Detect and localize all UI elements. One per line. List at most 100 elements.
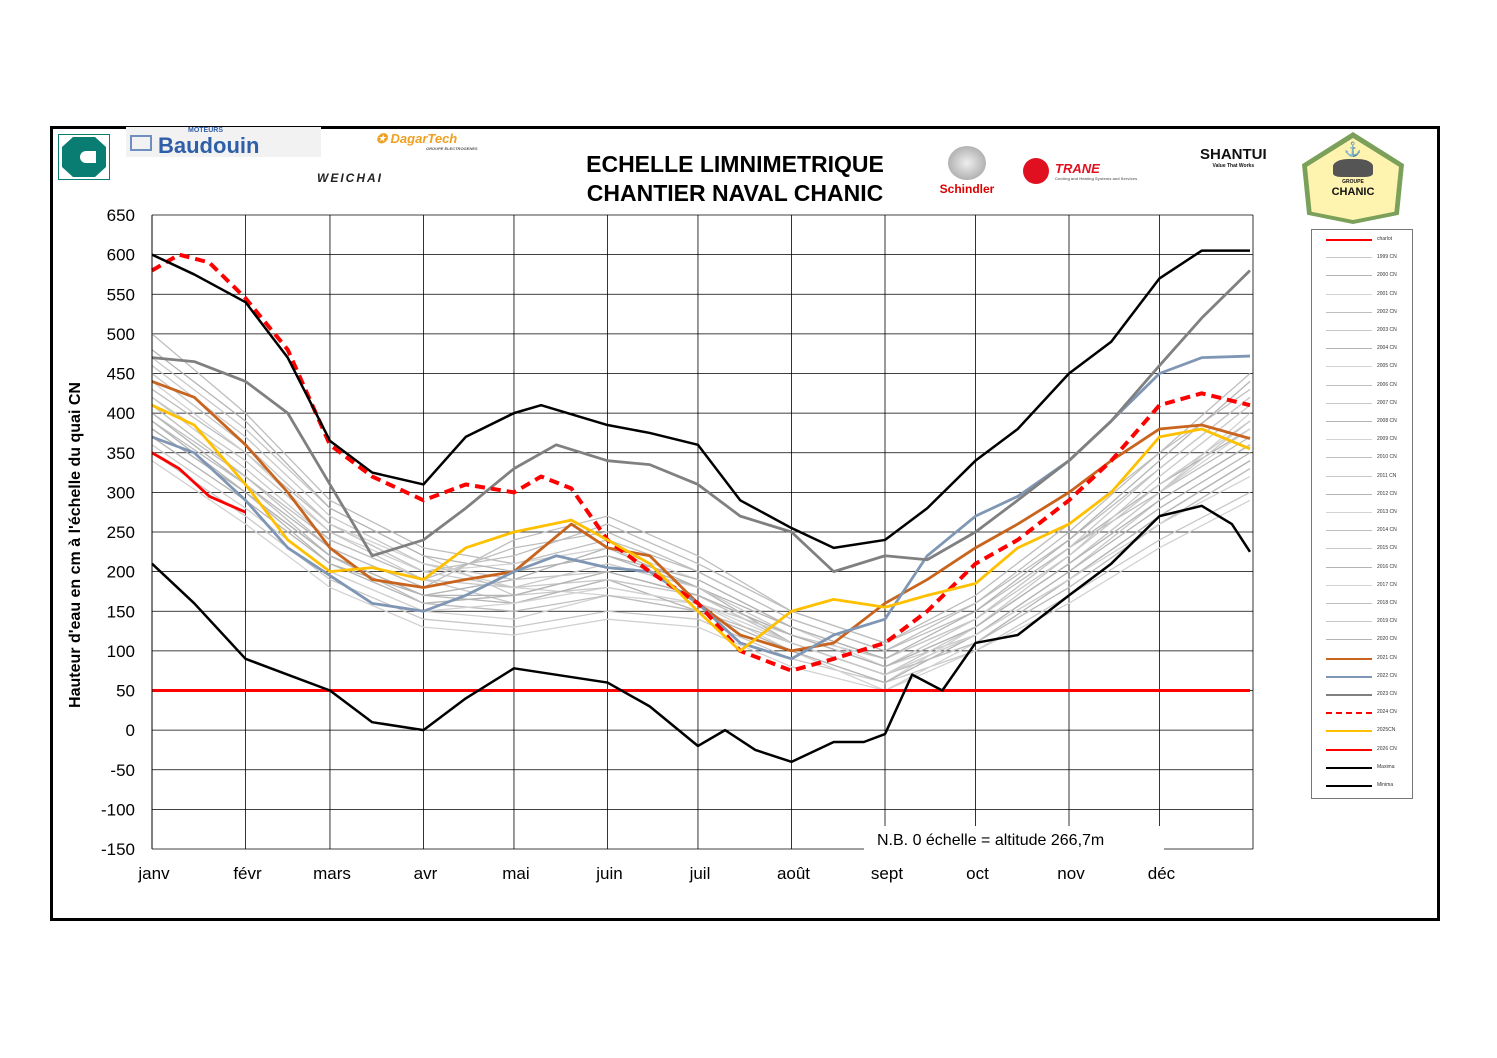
series-line-2008-cn [151, 420, 1251, 676]
legend-swatch [1326, 639, 1372, 641]
series-line-2024-cn [150, 252, 1251, 673]
legend-item: 2002 CN [1326, 308, 1411, 318]
legend-swatch [1326, 439, 1372, 441]
legend-label: 2010 CN [1377, 454, 1397, 461]
trane-emblem-icon [1023, 158, 1049, 184]
series-line-2013-cn [151, 380, 1251, 668]
legend-item: 2025CN [1326, 726, 1411, 736]
trane-logo: TRANE Cooling and Heating Systems and Se… [1023, 158, 1137, 184]
legend-label: 2001 CN [1377, 290, 1397, 297]
legend-label: 2018 CN [1377, 600, 1397, 606]
series-line-2014-cn [151, 420, 1251, 676]
legend-swatch [1326, 512, 1372, 513]
legend-item: 2026 CN [1326, 745, 1411, 755]
legend-label: 2015 CN [1377, 545, 1397, 552]
legend-label: 2024 CN [1377, 709, 1397, 716]
y-tick-label: 650 [107, 206, 135, 225]
x-tick-label: avr [414, 864, 438, 883]
y-tick-label: 550 [107, 285, 135, 304]
legend-label: 2009 CN [1377, 436, 1397, 443]
legend-swatch [1326, 384, 1372, 386]
shantui-logo: SHANTUI Value That Works [1200, 146, 1267, 169]
legend-swatch [1326, 766, 1372, 769]
x-tick-label: nov [1057, 864, 1085, 883]
y-tick-label: 50 [116, 682, 135, 701]
legend-label: 2019 CN [1377, 618, 1397, 625]
legend-item: 2011 CN [1326, 472, 1411, 482]
legend-swatch [1326, 657, 1372, 660]
legend-item: 2004 CN [1326, 344, 1411, 354]
series-line-2020-cn [151, 428, 1251, 668]
legend-item: charlot [1326, 235, 1411, 245]
legend-swatch [1326, 584, 1372, 586]
legend-swatch [1326, 675, 1372, 678]
legend-item: 2000 CN [1326, 271, 1411, 281]
series-line-2019-cn [151, 372, 1251, 676]
legend-label: 2013 CN [1377, 509, 1397, 515]
legend-swatch [1326, 457, 1372, 459]
weichai-logo: WEICHAI [317, 171, 383, 185]
legend-swatch [1326, 311, 1372, 313]
x-tick-label: déc [1148, 864, 1176, 883]
series-line-maxima [151, 249, 1250, 550]
legend-swatch [1326, 239, 1372, 241]
y-tick-label: -100 [101, 800, 135, 819]
legend-item: 2021 CN [1326, 654, 1411, 664]
legend-label: 2004 CN [1377, 345, 1397, 352]
legend-label: charlot [1377, 236, 1393, 242]
legend-label: 2021 CN [1377, 654, 1397, 661]
legend-item: 2009 CN [1326, 435, 1411, 445]
legend-item: 2006 CN [1326, 381, 1411, 391]
x-tick-label: janv [137, 864, 170, 883]
y-tick-label: 100 [107, 642, 135, 661]
legend-swatch [1326, 402, 1372, 404]
legend-label: 2022 CN [1377, 672, 1397, 679]
legend-item: 2013 CN [1326, 508, 1411, 518]
legend-item: Minima [1326, 781, 1411, 791]
x-tick-label: mai [502, 864, 529, 883]
legend-swatch [1326, 548, 1372, 550]
x-tick-label: oct [966, 864, 989, 883]
legend-item: 2015 CN [1326, 544, 1411, 554]
legend-label: Minima [1377, 782, 1394, 788]
series-line-2015-cn [151, 396, 1251, 668]
legend-item: 1999 CN [1326, 253, 1411, 263]
baudouin-logo: MOTEURS Baudouin [126, 127, 321, 157]
legend-swatch [1326, 712, 1372, 715]
legend-swatch [1326, 293, 1372, 295]
chart-frame [50, 126, 1440, 921]
annotation-text: N.B. 0 échelle = altitude 266,7m [877, 832, 1104, 849]
legend-label: 2016 CN [1377, 563, 1397, 570]
legend-label: 2008 CN [1377, 418, 1397, 424]
series-line-2026-cn [151, 451, 247, 514]
legend-swatch [1326, 530, 1372, 532]
series-line-2025cn [151, 403, 1251, 653]
elephant-icon [1333, 159, 1373, 177]
series-line-2021-cn [151, 380, 1251, 653]
legend-item: 2022 CN [1326, 672, 1411, 682]
dagartech-gear-icon: ✪ [376, 131, 387, 146]
legend-label: 2017 CN [1377, 581, 1397, 588]
legend-label: 1999 CN [1377, 254, 1397, 261]
legend-item: 2001 CN [1326, 290, 1411, 300]
chanic-c-logo [58, 134, 110, 180]
trane-text-block: TRANE Cooling and Heating Systems and Se… [1055, 160, 1138, 181]
dagartech-logo: ✪ DagarTech GROUPE ELECTROGENES [376, 131, 478, 151]
y-tick-label: 250 [107, 523, 135, 542]
legend-item: 2020 CN [1326, 635, 1411, 645]
legend-swatch [1326, 694, 1372, 696]
y-tick-label: 0 [126, 721, 135, 740]
y-tick-label: -150 [101, 840, 135, 859]
legend-swatch [1326, 475, 1372, 477]
chart-title: ECHELLE LIMNIMETRIQUE CHANTIER NAVAL CHAN… [586, 151, 884, 206]
legend-item: 2023 CN [1326, 690, 1411, 700]
legend-label: 2011 CN [1377, 472, 1397, 479]
x-tick-label: févr [233, 864, 262, 883]
legend-label: 2003 CN [1377, 327, 1397, 333]
legend-swatch [1326, 785, 1372, 787]
legend-swatch [1326, 348, 1372, 350]
legend-label: 2005 CN [1377, 363, 1397, 370]
y-tick-label: 350 [107, 444, 135, 463]
y-tick-label: 150 [107, 602, 135, 621]
baudouin-icon [130, 135, 152, 151]
